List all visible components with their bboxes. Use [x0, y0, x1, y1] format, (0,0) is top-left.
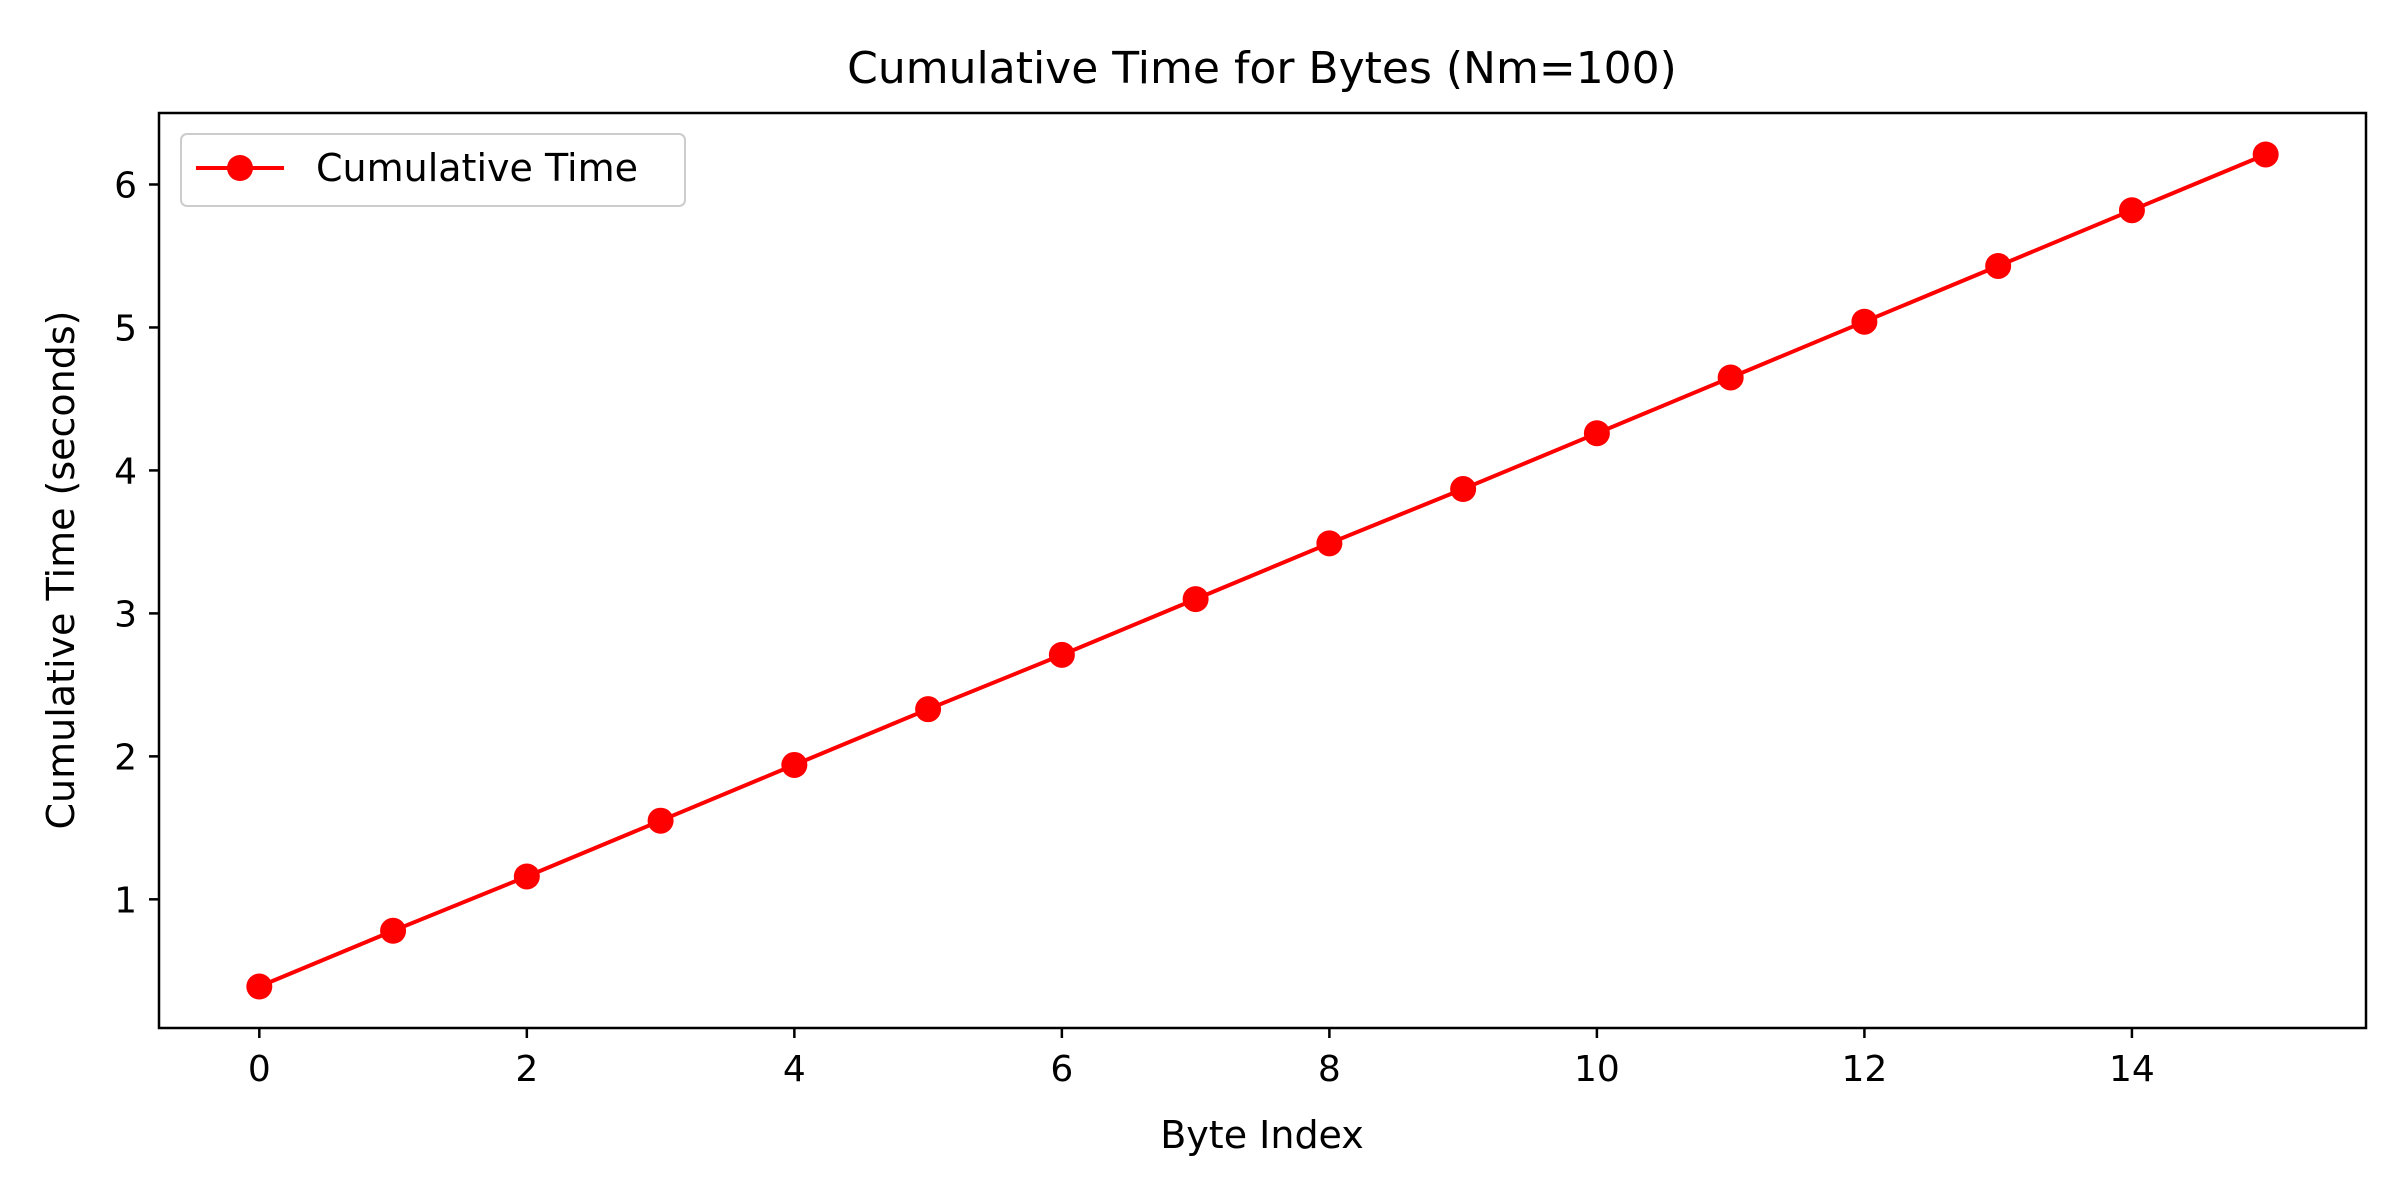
data-point: [1717, 364, 1744, 391]
data-point: [1048, 641, 1075, 668]
x-tick-label: 14: [2109, 1049, 2155, 1090]
data-point: [647, 807, 674, 834]
y-tick-label: 1: [114, 880, 137, 921]
legend-marker: [227, 155, 253, 181]
series-line: [258, 152, 2267, 989]
chart-title: Cumulative Time for Bytes (Nm=100): [847, 43, 1677, 94]
data-point: [1851, 308, 1878, 335]
data-point: [2252, 141, 2279, 168]
data-point: [1985, 252, 2012, 279]
x-tick-label: 8: [1318, 1049, 1341, 1090]
y-tick-label: 4: [114, 451, 137, 492]
x-tick-label: 12: [1842, 1049, 1888, 1090]
plot-frame: [157, 111, 2368, 1030]
y-axis-label: Cumulative Time (seconds): [39, 310, 83, 829]
data-point: [246, 973, 273, 1000]
data-point: [513, 863, 540, 890]
x-axis-label: Byte Index: [1160, 1113, 1364, 1157]
x-tick-label: 0: [248, 1049, 271, 1090]
y-tick-label: 6: [114, 165, 137, 206]
data-point: [1583, 420, 1610, 447]
data-point: [915, 696, 942, 723]
y-tick-label: 3: [114, 594, 137, 635]
y-tick-label: 2: [114, 737, 137, 778]
data-point: [2118, 197, 2145, 224]
x-tick-label: 10: [1574, 1049, 1620, 1090]
data-point: [1182, 586, 1209, 613]
data-point: [380, 917, 407, 944]
data-point: [1316, 530, 1343, 557]
x-tick-label: 4: [783, 1049, 806, 1090]
legend-box: [180, 133, 686, 207]
legend-label: Cumulative Time: [316, 146, 638, 190]
data-point: [1450, 476, 1477, 503]
series-layer: [246, 141, 2279, 1000]
y-tick-label: 5: [114, 308, 137, 349]
data-point: [781, 751, 808, 778]
x-tick-label: 6: [1050, 1049, 1073, 1090]
legend: Cumulative Time: [180, 133, 686, 207]
x-tick-label: 2: [515, 1049, 538, 1090]
